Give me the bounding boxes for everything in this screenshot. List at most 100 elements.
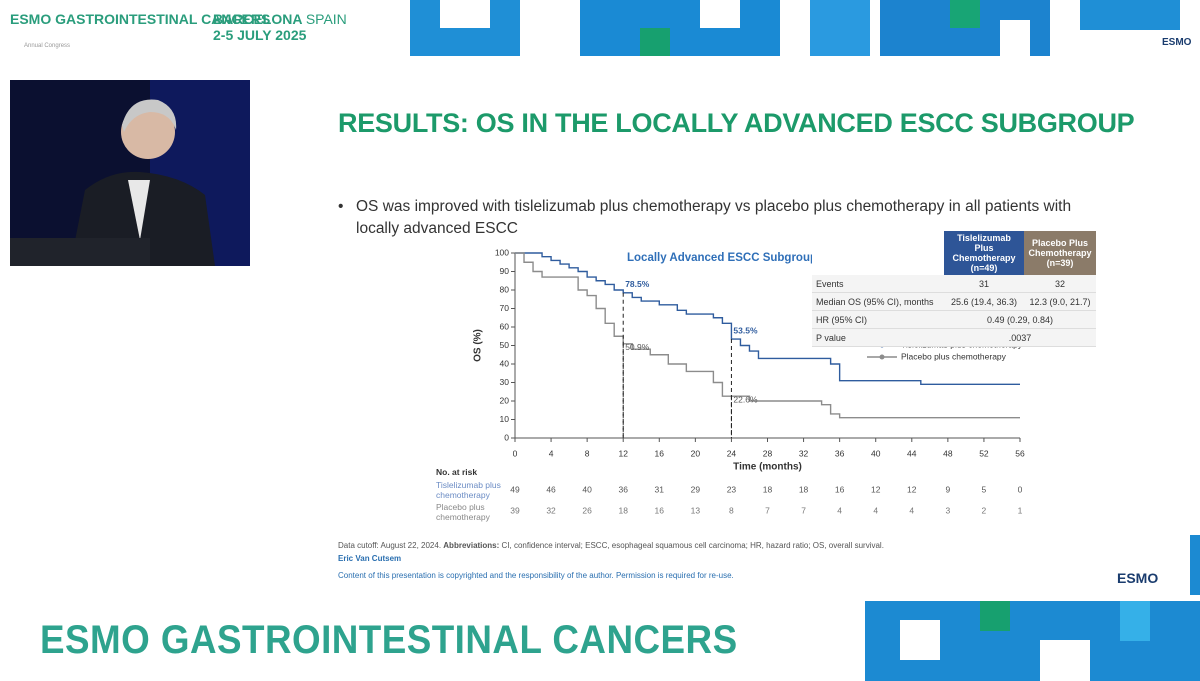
at-risk-count: 3 <box>945 505 950 515</box>
survival-curve <box>515 252 1020 386</box>
y-tick-label: 70 <box>500 303 510 313</box>
slide-logo: ESMO <box>1117 570 1159 586</box>
cell: HR (95% CI) <box>812 310 944 329</box>
survival-curve <box>515 252 1020 419</box>
at-risk-count: 12 <box>871 484 881 494</box>
at-risk-count: 16 <box>655 505 665 515</box>
y-tick-label: 10 <box>500 414 510 424</box>
y-tick-label: 100 <box>495 247 509 257</box>
annotation-label: 53.5% <box>733 325 758 335</box>
x-tick-label: 12 <box>618 448 628 458</box>
at-risk-title: No. at risk <box>436 467 478 477</box>
cell: 12.3 (9.0, 21.7) <box>1024 292 1096 311</box>
abbr-label: Abbreviations: <box>443 541 500 550</box>
annotation-label: 22.6% <box>733 394 758 404</box>
at-risk-label: Placebo plus chemotherapy <box>436 502 490 522</box>
column-header: Tislelizumab Plus Chemotherapy (n=49) <box>944 231 1024 275</box>
cell: Median OS (95% CI), months <box>812 292 944 311</box>
at-risk-count: 4 <box>837 505 842 515</box>
top-decoration <box>410 0 1180 56</box>
x-tick-label: 32 <box>799 448 809 458</box>
annotation-label: 50.9% <box>625 342 650 352</box>
annotation-label: 78.5% <box>625 279 650 289</box>
bottom-decoration <box>865 535 1200 681</box>
logo: ESMO <box>1162 37 1192 48</box>
at-risk-count: 23 <box>727 484 737 494</box>
cutoff: Data cutoff: August 22, 2024. <box>338 541 442 550</box>
x-tick-label: 4 <box>549 448 554 458</box>
at-risk-count: 5 <box>982 484 987 494</box>
at-risk-count: 7 <box>801 505 806 515</box>
y-tick-label: 0 <box>504 432 509 442</box>
x-tick-label: 40 <box>871 448 881 458</box>
y-tick-label: 50 <box>500 340 510 350</box>
bullet: • OS was improved with tislelizumab plus … <box>338 196 1108 240</box>
at-risk-count: 32 <box>546 505 556 515</box>
cell: Events <box>812 275 944 293</box>
author: Eric Van Cutsem <box>338 554 402 563</box>
at-risk-label: Tislelizumab plus chemotherapy <box>436 480 501 500</box>
y-tick-label: 90 <box>500 266 510 276</box>
cell: 31 <box>944 275 1024 293</box>
at-risk-count: 39 <box>510 505 520 515</box>
at-risk-count: 26 <box>582 505 592 515</box>
at-risk-count: 18 <box>618 505 628 515</box>
x-tick-label: 44 <box>907 448 917 458</box>
x-tick-label: 20 <box>691 448 701 458</box>
slide-title: RESULTS: OS IN THE LOCALLY ADVANCED ESCC… <box>338 108 1135 138</box>
at-risk-count: 16 <box>835 484 845 494</box>
at-risk-count: 12 <box>907 484 917 494</box>
event-sub: Annual Congress <box>24 43 71 49</box>
x-tick-label: 0 <box>513 448 518 458</box>
at-risk-count: 18 <box>799 484 809 494</box>
at-risk-count: 1 <box>1018 505 1023 515</box>
y-tick-label: 20 <box>500 395 510 405</box>
x-tick-label: 28 <box>763 448 773 458</box>
legend-label: Placebo plus chemotherapy <box>901 351 1007 361</box>
at-risk-count: 13 <box>691 505 701 515</box>
footnote: Data cutoff: August 22, 2024. Abbreviati… <box>338 541 884 550</box>
at-risk-count: 29 <box>691 484 701 494</box>
x-tick-label: 48 <box>943 448 953 458</box>
stats-table: Tislelizumab Plus Chemotherapy (n=49) Pla… <box>812 231 1096 347</box>
x-tick-label: 16 <box>655 448 665 458</box>
at-risk-count: 31 <box>655 484 665 494</box>
at-risk-count: 46 <box>546 484 556 494</box>
at-risk-count: 8 <box>729 505 734 515</box>
copyright: Content of this presentation is copyrigh… <box>338 571 734 580</box>
speaker-video <box>10 80 250 266</box>
y-tick-label: 60 <box>500 321 510 331</box>
x-tick-label: 36 <box>835 448 845 458</box>
cell: .0037 <box>944 328 1096 347</box>
cell: 0.49 (0.29, 0.84) <box>944 310 1096 329</box>
dates: 2-5 JULY 2025 <box>213 27 307 43</box>
x-tick-label: 24 <box>727 448 737 458</box>
bullet-text: OS was improved with tislelizumab plus c… <box>356 198 1072 237</box>
chart-title: Locally Advanced ESCC Subgroup <box>627 252 817 264</box>
at-risk-count: 0 <box>1018 484 1023 494</box>
abbr: CI, confidence interval; ESCC, esophagea… <box>501 541 884 550</box>
at-risk-count: 36 <box>618 484 628 494</box>
x-tick-label: 8 <box>585 448 590 458</box>
event-name: ESMO GASTROINTESTINAL CANCERS <box>10 11 271 27</box>
at-risk-count: 18 <box>763 484 773 494</box>
at-risk-count: 9 <box>945 484 950 494</box>
column-header: Placebo Plus Chemotherapy (n=39) <box>1024 231 1096 275</box>
at-risk-count: 7 <box>765 505 770 515</box>
country: SPAIN <box>305 11 347 27</box>
city: BARCELONA <box>213 11 302 27</box>
location: BARCELONA SPAIN <box>213 12 347 26</box>
cell: 25.6 (19.4, 36.3) <box>944 292 1024 311</box>
at-risk-count: 49 <box>510 484 520 494</box>
x-tick-label: 52 <box>979 448 989 458</box>
x-tick-label: 56 <box>1015 448 1025 458</box>
at-risk-count: 40 <box>582 484 592 494</box>
y-tick-label: 30 <box>500 377 510 387</box>
banner: ESMO GASTROINTESTINAL CANCERS <box>40 618 738 662</box>
at-risk-count: 4 <box>873 505 878 515</box>
at-risk-count: 4 <box>909 505 914 515</box>
y-tick-label: 80 <box>500 284 510 294</box>
cell: P value <box>812 328 944 347</box>
